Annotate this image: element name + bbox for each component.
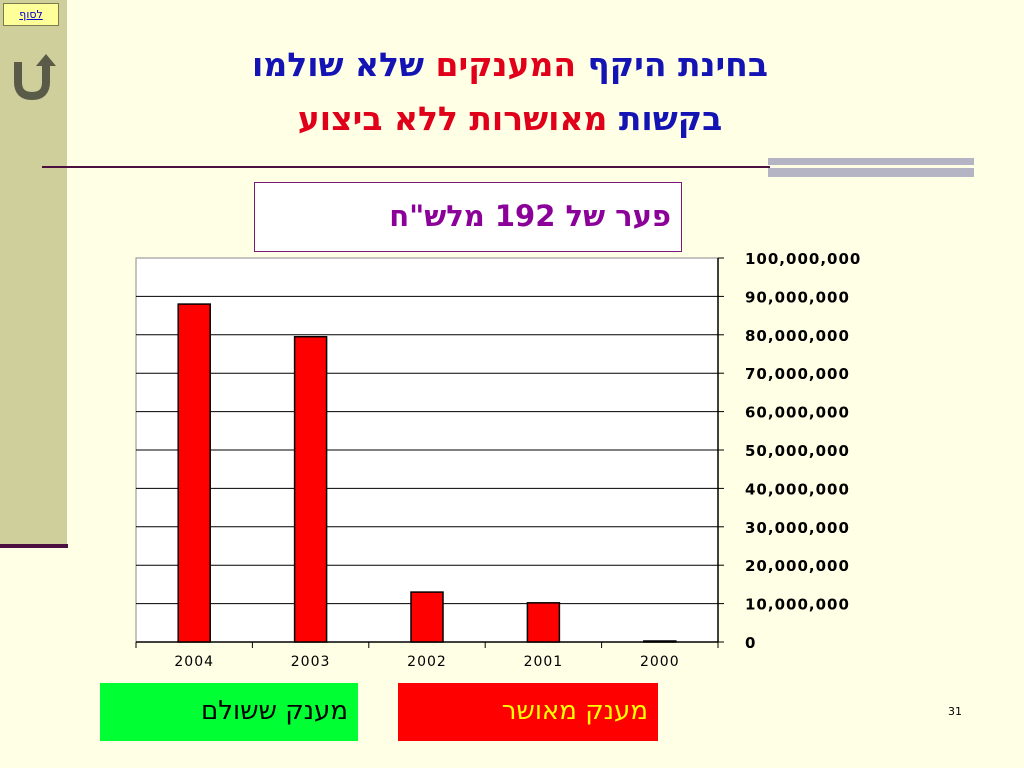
to-end-link[interactable]: לסוף: [3, 3, 59, 26]
legend-paid-grant: מענק ששולם: [100, 683, 358, 741]
legend-approved-grant: מענק מאושר: [398, 683, 658, 741]
title-line2-part1: בקשות: [618, 99, 723, 138]
page-number: 31: [948, 705, 962, 718]
y-tick-label: 20,000,000: [745, 557, 850, 575]
y-tick-label: 80,000,000: [745, 327, 850, 345]
bar-2000: [643, 640, 677, 643]
bar-2003: [293, 335, 328, 643]
decorative-bars: [768, 158, 974, 178]
y-tick-label: 40,000,000: [745, 480, 850, 498]
title-line-1: בחינת היקף המענקים שלא שולמו: [160, 38, 860, 92]
title-line1-part2: המענקים: [435, 45, 577, 84]
back-arrow-button[interactable]: [10, 52, 56, 104]
u-turn-arrow-icon: [14, 54, 56, 101]
x-tick-label: 2001: [524, 654, 564, 670]
title-line2-part2: מאושרות ללא ביצוע: [297, 99, 608, 138]
bar-2004: [177, 303, 211, 643]
x-tick-label: 2004: [174, 654, 214, 670]
x-tick-label: 2002: [407, 654, 447, 670]
slide-title: בחינת היקף המענקים שלא שולמו בקשות מאושר…: [160, 38, 860, 146]
y-tick-label: 60,000,000: [745, 404, 850, 422]
title-line1-part1: בחינת היקף: [587, 45, 768, 84]
y-tick-label: 30,000,000: [745, 519, 850, 537]
title-line-2: בקשות מאושרות ללא ביצוע: [160, 92, 860, 146]
x-tick-label: 2003: [291, 654, 331, 670]
title-line1-part3: שלא שולמו: [252, 45, 425, 84]
y-tick-label: 100,000,000: [745, 250, 861, 268]
title-divider: [42, 166, 770, 168]
sidebar-divider: [0, 544, 68, 548]
y-tick-label: 90,000,000: [745, 288, 850, 306]
y-tick-label: 0: [745, 634, 756, 652]
y-tick-label: 10,000,000: [745, 596, 850, 614]
bar-2002: [410, 591, 444, 643]
left-sidebar: [0, 0, 67, 545]
gap-annotation: פער של 192 מלש"ח: [254, 182, 682, 252]
bar-2001: [526, 602, 561, 643]
x-tick-label: 2000: [640, 654, 680, 670]
y-tick-label: 50,000,000: [745, 442, 850, 460]
y-tick-label: 70,000,000: [745, 365, 850, 383]
